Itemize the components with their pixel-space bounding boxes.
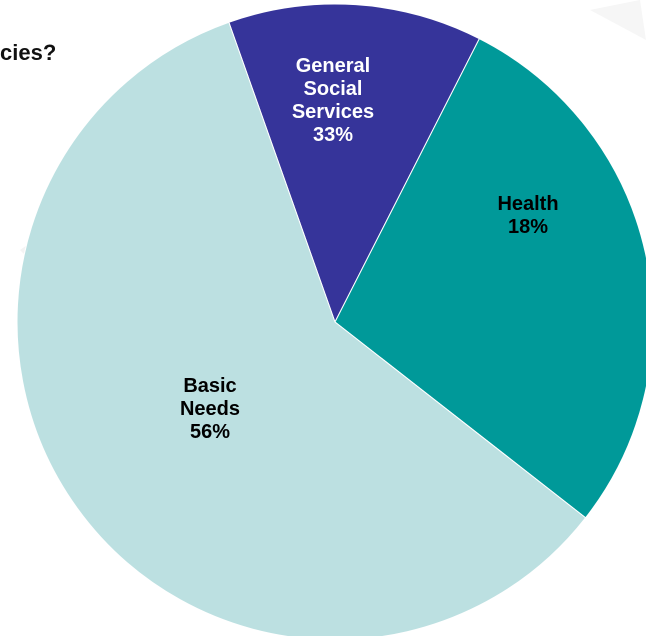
chart-title-fragment: cies? xyxy=(0,40,57,65)
pie-label-general-social-services: General Social Services 33% xyxy=(292,55,374,146)
pie-slice-basic-needs xyxy=(16,21,587,636)
pie-label-basic-needs: Basic Needs 56% xyxy=(180,375,240,443)
pie-label-health: Health 18% xyxy=(497,193,558,238)
pie-slice-health xyxy=(334,37,646,519)
pie-slice-general-social-services xyxy=(228,3,481,324)
